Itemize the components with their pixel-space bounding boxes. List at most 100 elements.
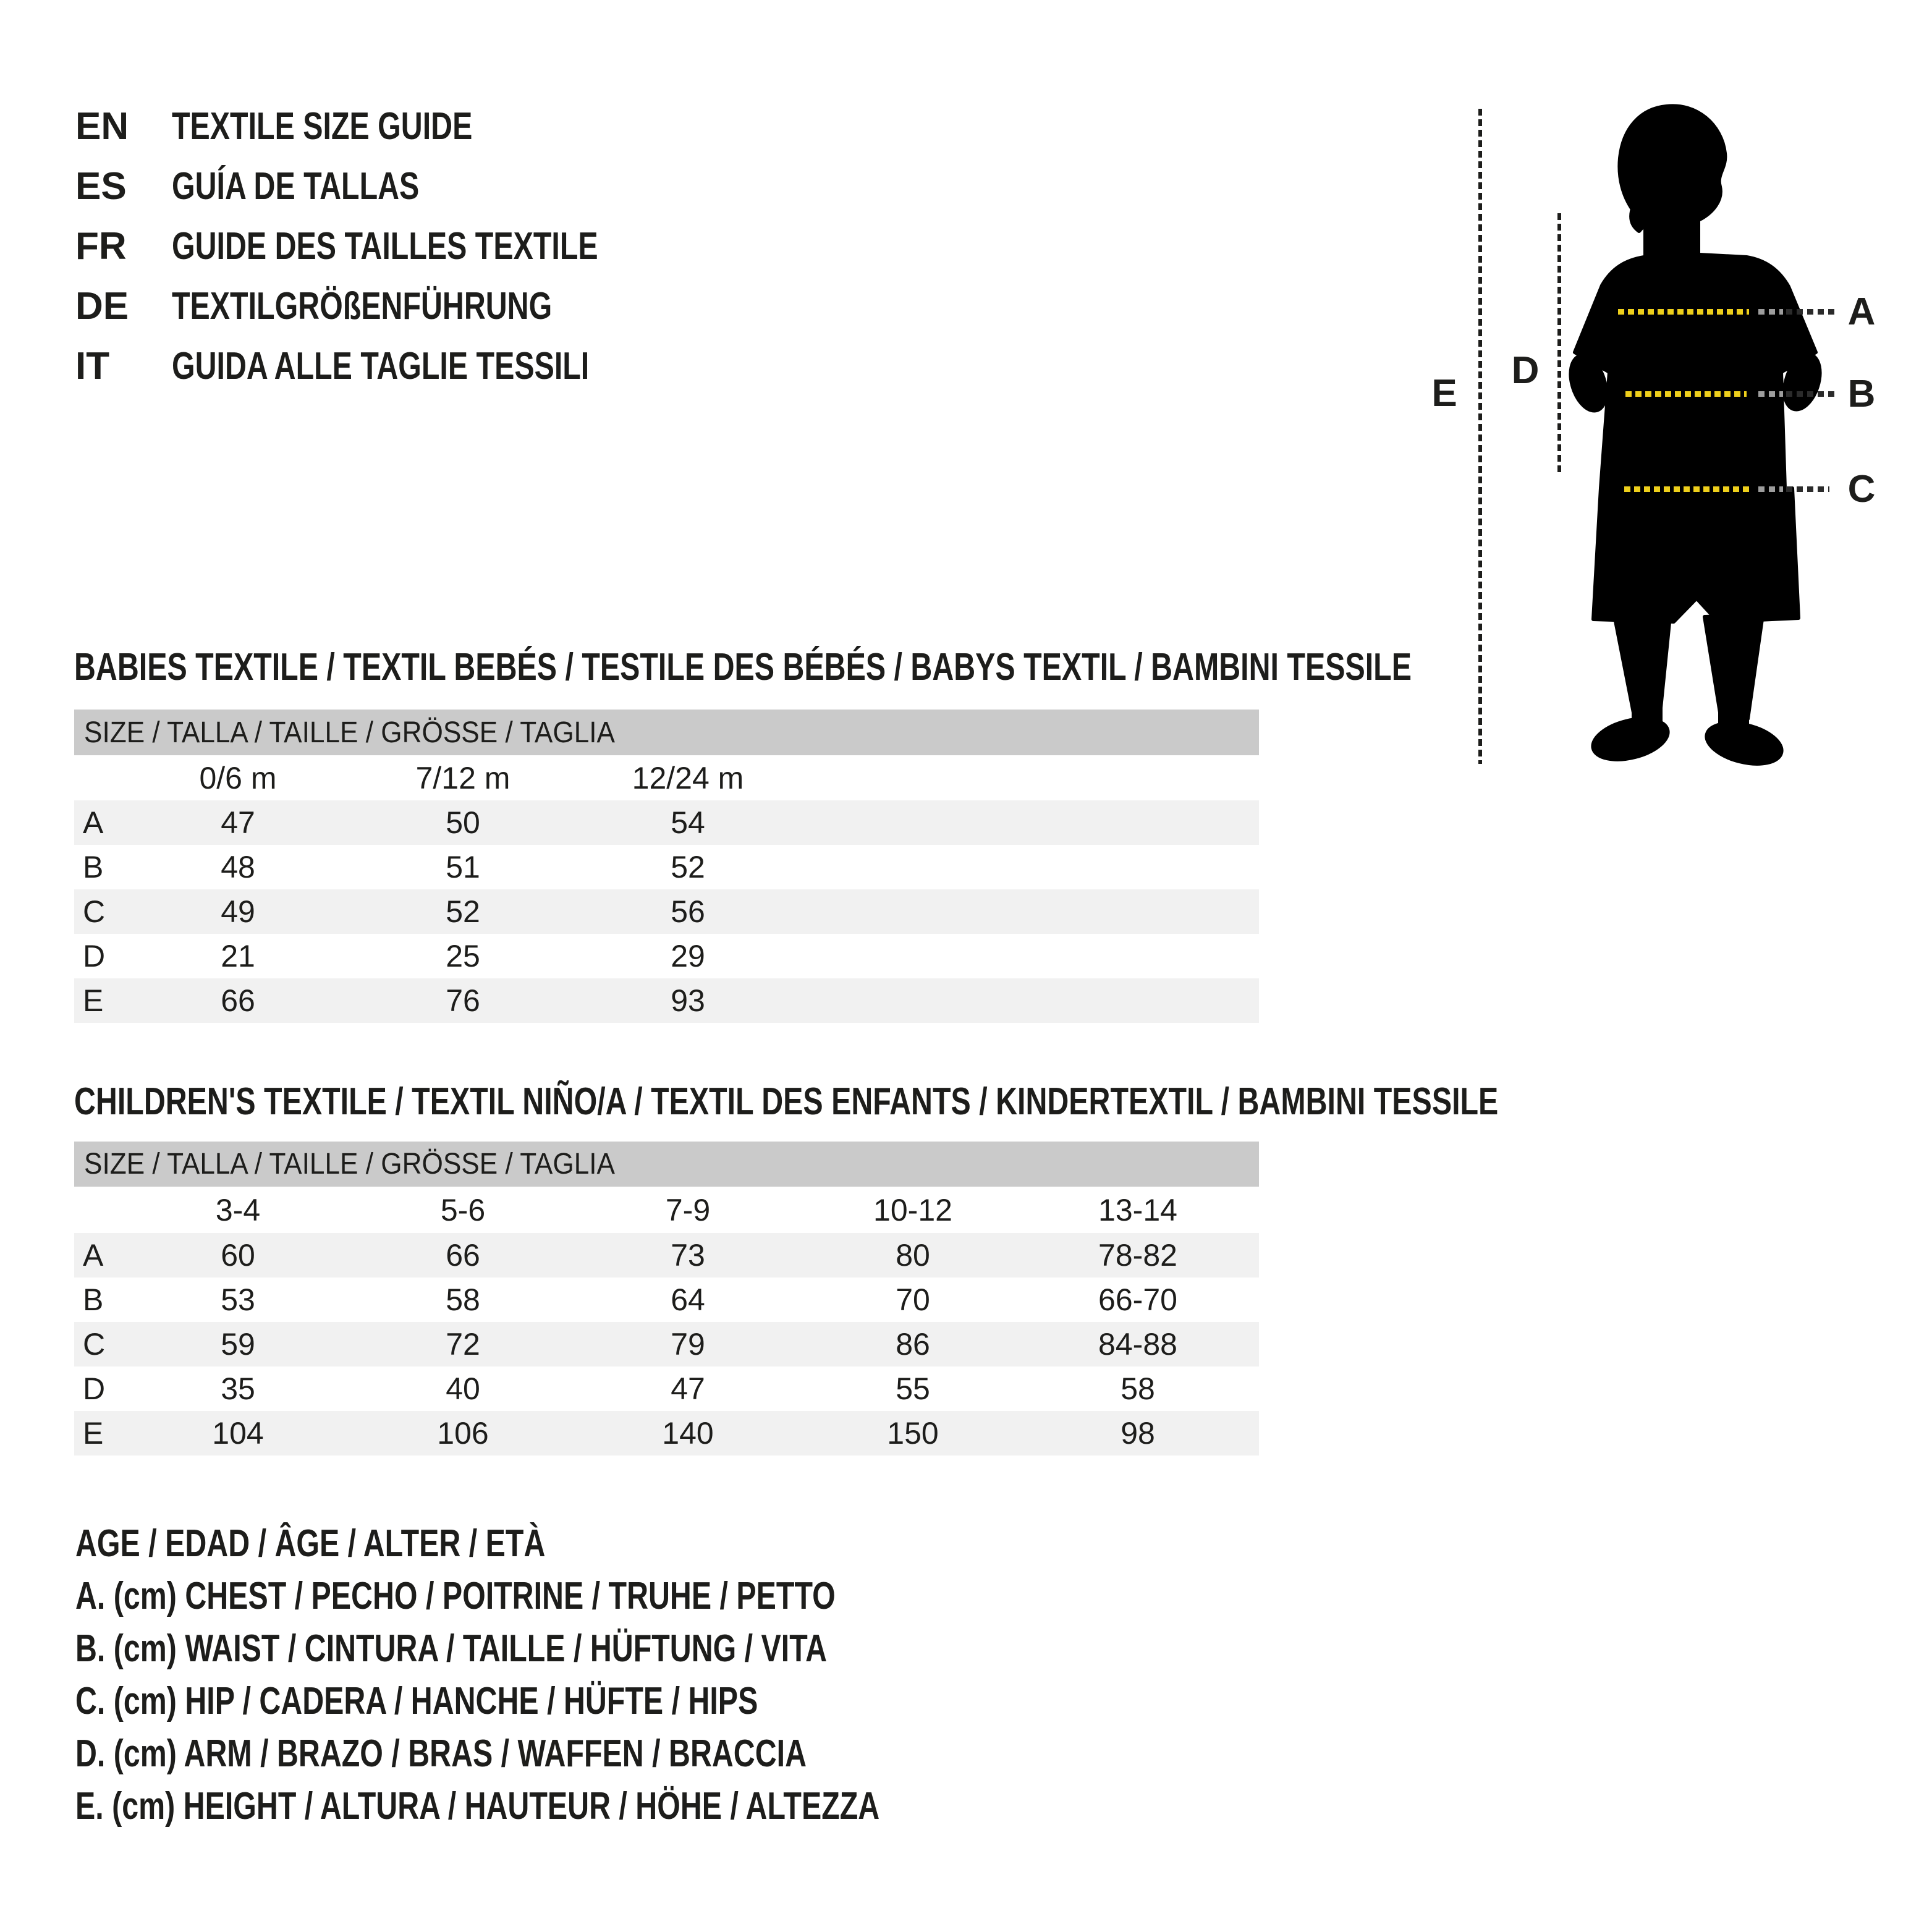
measure-label-c: C bbox=[1847, 468, 1876, 511]
cell-value: 51 bbox=[446, 850, 480, 884]
cell-value: 52 bbox=[671, 850, 705, 884]
row-label: A bbox=[83, 805, 104, 840]
legend-line-arm: D. (cm) ARM / BRAZO / BRAS / WAFFEN / BR… bbox=[75, 1733, 1013, 1775]
cell-value: 106 bbox=[437, 1416, 489, 1451]
cell-value: 78-82 bbox=[1098, 1238, 1177, 1273]
language-code: FR bbox=[75, 225, 127, 268]
babies-section-title-text: BABIES TEXTILE / TEXTIL BEBÉS / TESTILE … bbox=[74, 646, 1412, 688]
children-size-table: SIZE / TALLA / TAILLE / GRÖSSE / TAGLIA … bbox=[74, 1142, 1259, 1455]
guide-title-it: GUIDA ALLE TAGLIE TESSILI bbox=[172, 345, 590, 388]
table-row: D 35 40 47 55 58 bbox=[74, 1366, 1259, 1411]
hip-measure-line-outer bbox=[1786, 486, 1829, 492]
children-section-title-text: CHILDREN'S TEXTILE / TEXTIL NIÑO/A / TEX… bbox=[74, 1080, 1499, 1123]
cell-value: 70 bbox=[896, 1282, 930, 1317]
table-row: C 49 52 56 bbox=[74, 889, 1259, 934]
waist-measure-line-fade bbox=[1758, 391, 1783, 397]
row-label: E bbox=[83, 983, 104, 1018]
cell-value: 76 bbox=[446, 983, 480, 1018]
language-row-es: ES GUÍA DE TALLAS bbox=[75, 166, 489, 207]
measure-label-e: E bbox=[1431, 372, 1457, 415]
babies-size-header-bar: SIZE / TALLA / TAILLE / GRÖSSE / TAGLIA bbox=[74, 710, 1259, 755]
children-column-header-row: 3-4 5-6 7-9 10-12 13-14 bbox=[74, 1187, 1259, 1233]
legend-text: AGE / EDAD / ÂGE / ALTER / ETÀ bbox=[75, 1522, 546, 1565]
language-code: IT bbox=[75, 345, 110, 388]
row-label: C bbox=[83, 894, 106, 929]
legend-line-waist: B. (cm) WAIST / CINTURA / TAILLE / HÜFTU… bbox=[75, 1628, 1039, 1670]
row-label: A bbox=[83, 1238, 104, 1273]
row-label: B bbox=[83, 850, 104, 884]
cell-value: 80 bbox=[896, 1238, 930, 1273]
row-label: C bbox=[83, 1327, 106, 1362]
waist-measure-line bbox=[1625, 391, 1747, 397]
cell-value: 64 bbox=[671, 1282, 705, 1317]
cell-value: 66 bbox=[221, 983, 255, 1018]
babies-column-header-row: 0/6 m 7/12 m 12/24 m bbox=[74, 755, 1259, 800]
cell-value: 73 bbox=[671, 1238, 705, 1273]
waist-measure-line-outer bbox=[1786, 391, 1834, 397]
legend-line-chest: A. (cm) CHEST / PECHO / POITRINE / TRUHE… bbox=[75, 1575, 1050, 1617]
cell-value: 52 bbox=[446, 894, 480, 929]
cell-value: 53 bbox=[221, 1282, 255, 1317]
language-row-it: IT GUIDA ALLE TAGLIE TESSILI bbox=[75, 346, 707, 387]
cell-value: 84-88 bbox=[1098, 1327, 1177, 1362]
legend-text: E. (cm) HEIGHT / ALTURA / HAUTEUR / HÖHE… bbox=[75, 1785, 880, 1828]
cell-value: 40 bbox=[446, 1371, 480, 1406]
table-row: E 66 76 93 bbox=[74, 978, 1259, 1023]
language-code: DE bbox=[75, 285, 129, 328]
column-header: 7/12 m bbox=[415, 760, 511, 795]
row-label: B bbox=[83, 1282, 104, 1317]
column-header: 10-12 bbox=[873, 1192, 952, 1227]
legend-text: D. (cm) ARM / BRAZO / BRAS / WAFFEN / BR… bbox=[75, 1732, 807, 1775]
cell-value: 86 bbox=[896, 1327, 930, 1362]
column-header: 5-6 bbox=[440, 1192, 486, 1227]
cell-value: 150 bbox=[887, 1416, 939, 1451]
cell-value: 54 bbox=[671, 805, 705, 840]
language-code: EN bbox=[75, 105, 129, 148]
cell-value: 93 bbox=[671, 983, 705, 1018]
babies-section-title: BABIES TEXTILE / TEXTIL BEBÉS / TESTILE … bbox=[74, 647, 1789, 688]
hip-measure-line-fade bbox=[1758, 486, 1783, 492]
column-header: 0/6 m bbox=[199, 760, 277, 795]
row-label: D bbox=[83, 1371, 106, 1406]
cell-value: 66 bbox=[446, 1238, 480, 1273]
table-row: A 47 50 54 bbox=[74, 800, 1259, 845]
cell-value: 60 bbox=[221, 1238, 255, 1273]
chest-measure-line-fade bbox=[1758, 309, 1783, 315]
table-row: A 60 66 73 80 78-82 bbox=[74, 1233, 1259, 1277]
guide-title-es: GUÍA DE TALLAS bbox=[172, 165, 420, 208]
guide-title-en: TEXTILE SIZE GUIDE bbox=[172, 105, 473, 148]
cell-value: 21 bbox=[221, 939, 255, 973]
child-silhouette bbox=[1569, 104, 1822, 766]
row-label: E bbox=[83, 1416, 104, 1451]
cell-value: 35 bbox=[221, 1371, 255, 1406]
arm-measure-line bbox=[1557, 213, 1561, 473]
cell-value: 79 bbox=[671, 1327, 705, 1362]
column-header: 3-4 bbox=[215, 1192, 261, 1227]
legend-text: A. (cm) CHEST / PECHO / POITRINE / TRUHE… bbox=[75, 1575, 836, 1617]
cell-value: 25 bbox=[446, 939, 480, 973]
children-size-header-bar: SIZE / TALLA / TAILLE / GRÖSSE / TAGLIA bbox=[74, 1142, 1259, 1187]
legend-line-hip: C. (cm) HIP / CADERA / HANCHE / HÜFTE / … bbox=[75, 1680, 951, 1722]
cell-value: 58 bbox=[446, 1282, 480, 1317]
table-row: C 59 72 79 86 84-88 bbox=[74, 1322, 1259, 1366]
cell-value: 98 bbox=[1121, 1416, 1155, 1451]
chest-measure-line bbox=[1618, 309, 1749, 315]
measure-label-b: B bbox=[1847, 373, 1876, 415]
cell-value: 29 bbox=[671, 939, 705, 973]
size-header-label: SIZE / TALLA / TAILLE / GRÖSSE / TAGLIA bbox=[84, 716, 616, 749]
table-row: B 53 58 64 70 66-70 bbox=[74, 1277, 1259, 1322]
measure-label-a: A bbox=[1847, 290, 1876, 333]
cell-value: 56 bbox=[671, 894, 705, 929]
cell-value: 50 bbox=[446, 805, 480, 840]
cell-value: 48 bbox=[221, 850, 255, 884]
table-row: E 104 106 140 150 98 bbox=[74, 1411, 1259, 1455]
legend-line-height: E. (cm) HEIGHT / ALTURA / HAUTEUR / HÖHE… bbox=[75, 1786, 1106, 1828]
cell-value: 72 bbox=[446, 1327, 480, 1362]
cell-value: 58 bbox=[1121, 1371, 1155, 1406]
chest-measure-line-outer bbox=[1786, 309, 1834, 315]
language-row-de: DE TEXTILGRÖßENFÜHRUNG bbox=[75, 286, 659, 327]
column-header: 12/24 m bbox=[632, 760, 744, 795]
cell-value: 104 bbox=[212, 1416, 264, 1451]
column-header: 13-14 bbox=[1098, 1192, 1177, 1227]
